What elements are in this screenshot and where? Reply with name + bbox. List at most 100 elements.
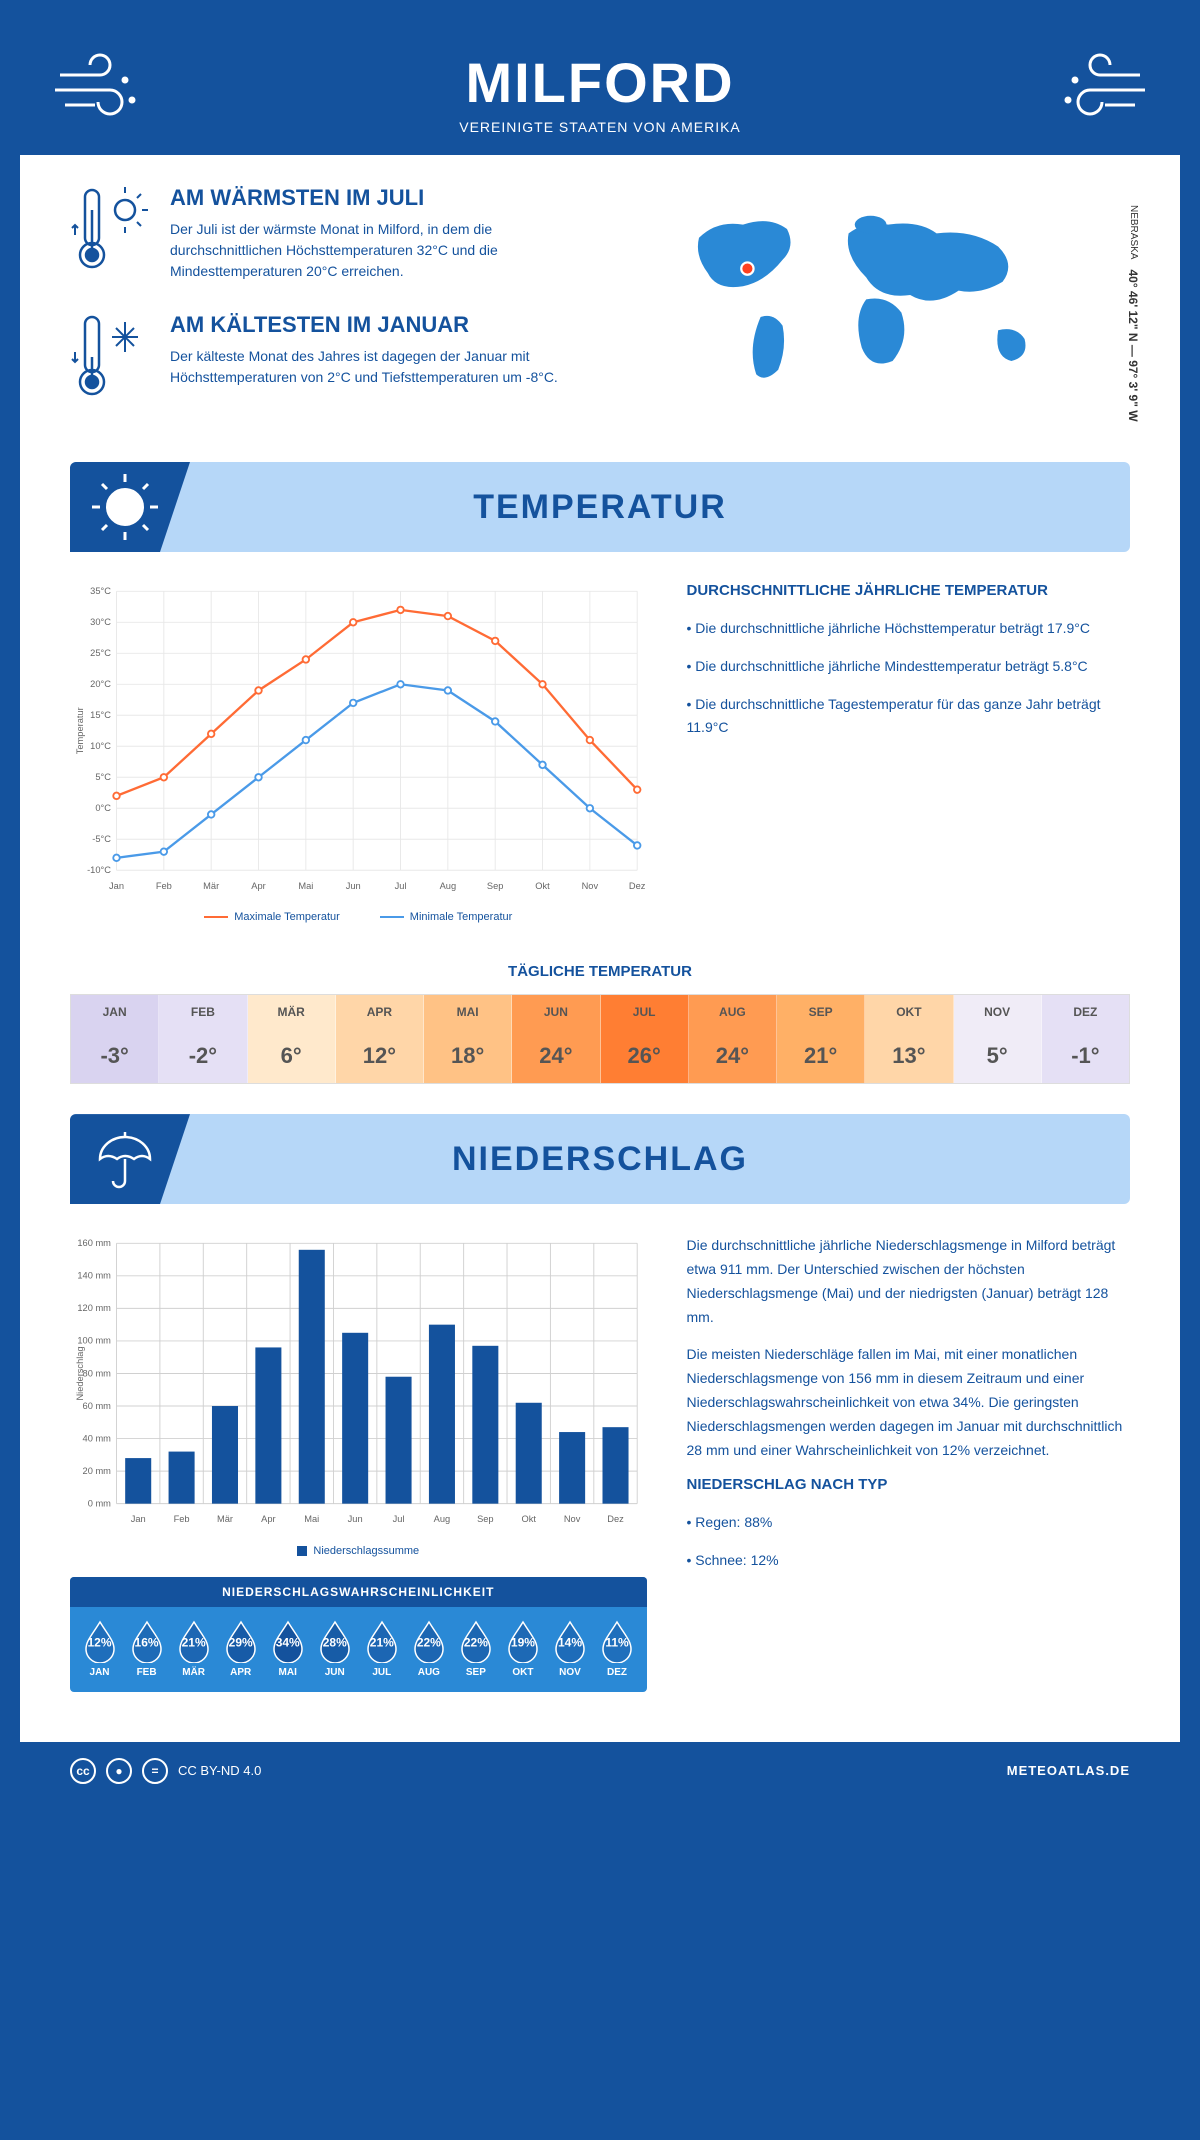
svg-text:Mai: Mai	[304, 1514, 319, 1524]
svg-text:Aug: Aug	[440, 881, 457, 891]
svg-text:Nov: Nov	[582, 881, 599, 891]
svg-text:Feb: Feb	[174, 1514, 190, 1524]
wind-icon	[50, 50, 150, 130]
svg-text:Apr: Apr	[261, 1514, 275, 1524]
temp-bullet: • Die durchschnittliche jährliche Mindes…	[687, 655, 1130, 679]
precip-probability-panel: NIEDERSCHLAGSWAHRSCHEINLICHKEIT 12%JAN16…	[70, 1577, 647, 1692]
precip-prob-drop: 22%AUG	[407, 1619, 450, 1678]
svg-text:20°C: 20°C	[90, 679, 111, 689]
svg-text:40 mm: 40 mm	[83, 1433, 112, 1443]
daily-cell: JAN-3°	[71, 995, 159, 1083]
temperature-line-chart: -10°C-5°C0°C5°C10°C15°C20°C25°C30°C35°CJ…	[70, 582, 647, 898]
svg-text:Jun: Jun	[348, 1514, 363, 1524]
svg-text:120 mm: 120 mm	[77, 1303, 111, 1313]
daily-temp-title: TÄGLICHE TEMPERATUR	[20, 963, 1180, 980]
svg-text:140 mm: 140 mm	[77, 1271, 111, 1281]
temperature-section-header: TEMPERATUR	[70, 462, 1130, 552]
daily-cell: FEB-2°	[159, 995, 247, 1083]
precip-paragraph: Die durchschnittliche jährliche Niedersc…	[687, 1234, 1130, 1329]
warmest-fact: AM WÄRMSTEN IM JULI Der Juli ist der wär…	[70, 185, 580, 282]
precipitation-section-header: NIEDERSCHLAG	[70, 1114, 1130, 1204]
coordinates: NEBRASKA 40° 46' 12" N — 97° 3' 9" W	[1126, 205, 1140, 422]
sun-icon	[90, 472, 160, 542]
svg-text:80 mm: 80 mm	[83, 1368, 112, 1378]
svg-text:10°C: 10°C	[90, 741, 111, 751]
thermometer-hot-icon	[70, 185, 150, 275]
svg-text:Jan: Jan	[131, 1514, 146, 1524]
svg-text:Okt: Okt	[535, 881, 550, 891]
precip-prob-drop: 28%JUN	[313, 1619, 356, 1678]
temp-chart-legend: Maximale Temperatur Minimale Temperatur	[70, 911, 647, 923]
city-title: MILFORD	[40, 50, 1160, 115]
svg-text:15°C: 15°C	[90, 710, 111, 720]
svg-text:60 mm: 60 mm	[83, 1401, 112, 1411]
precip-prob-drop: 21%MÄR	[172, 1619, 215, 1678]
thermometer-cold-icon	[70, 312, 150, 402]
precip-prob-drop: 16%FEB	[125, 1619, 168, 1678]
nd-icon: =	[142, 1758, 168, 1784]
daily-cell: SEP21°	[777, 995, 865, 1083]
warmest-title: AM WÄRMSTEN IM JULI	[170, 185, 580, 211]
precip-prob-drop: 22%SEP	[454, 1619, 497, 1678]
svg-text:100 mm: 100 mm	[77, 1336, 111, 1346]
svg-text:Feb: Feb	[156, 881, 172, 891]
precip-paragraph: Die meisten Niederschläge fallen im Mai,…	[687, 1343, 1130, 1462]
coldest-text: Der kälteste Monat des Jahres ist dagege…	[170, 346, 580, 388]
svg-text:Aug: Aug	[434, 1514, 451, 1524]
precip-type: • Regen: 88%	[687, 1511, 1130, 1535]
svg-text:Jun: Jun	[346, 881, 361, 891]
precip-prob-drop: 19%OKT	[501, 1619, 544, 1678]
precip-prob-drop: 12%JAN	[78, 1619, 121, 1678]
temp-bullet: • Die durchschnittliche Tagestemperatur …	[687, 693, 1130, 741]
svg-text:Mai: Mai	[298, 881, 313, 891]
svg-text:Temperatur: Temperatur	[75, 707, 85, 754]
precip-type-heading: NIEDERSCHLAG NACH TYP	[687, 1476, 1130, 1493]
daily-cell: DEZ-1°	[1042, 995, 1129, 1083]
svg-text:Jan: Jan	[109, 881, 124, 891]
umbrella-icon	[90, 1124, 160, 1194]
site-name: METEOATLAS.DE	[1007, 1763, 1130, 1778]
svg-text:0 mm: 0 mm	[88, 1499, 111, 1509]
svg-text:Dez: Dez	[607, 1514, 624, 1524]
warmest-text: Der Juli ist der wärmste Monat in Milfor…	[170, 219, 580, 282]
svg-text:Jul: Jul	[393, 1514, 405, 1524]
temp-bullet: • Die durchschnittliche jährliche Höchst…	[687, 617, 1130, 641]
daily-cell: AUG24°	[689, 995, 777, 1083]
wind-icon	[1050, 50, 1150, 130]
svg-text:Dez: Dez	[629, 881, 646, 891]
precip-prob-drop: 34%MAI	[266, 1619, 309, 1678]
daily-cell: OKT13°	[865, 995, 953, 1083]
precipitation-bar-chart: 0 mm 20 mm 40 mm 60 mm 80 mm 100 mm 120 mm 140 …	[70, 1234, 647, 1532]
svg-text:-5°C: -5°C	[92, 834, 111, 844]
svg-text:Sep: Sep	[477, 1514, 494, 1524]
coldest-fact: AM KÄLTESTEN IM JANUAR Der kälteste Mona…	[70, 312, 580, 402]
country-subtitle: VEREINIGTE STAATEN VON AMERIKA	[40, 119, 1160, 135]
world-map	[620, 185, 1130, 405]
daily-cell: MÄR6°	[248, 995, 336, 1083]
svg-text:160 mm: 160 mm	[77, 1238, 111, 1248]
svg-text:25°C: 25°C	[90, 648, 111, 658]
daily-cell: JUL26°	[601, 995, 689, 1083]
svg-text:0°C: 0°C	[95, 803, 111, 813]
precip-prob-drop: 11%DEZ	[596, 1619, 639, 1678]
svg-text:35°C: 35°C	[90, 586, 111, 596]
svg-text:20 mm: 20 mm	[83, 1466, 112, 1476]
daily-cell: JUN24°	[512, 995, 600, 1083]
precip-prob-drop: 29%APR	[219, 1619, 262, 1678]
svg-text:Jul: Jul	[395, 881, 407, 891]
daily-temp-grid: JAN-3°FEB-2°MÄR6°APR12°MAI18°JUN24°JUL26…	[70, 994, 1130, 1084]
svg-text:-10°C: -10°C	[87, 865, 111, 875]
daily-cell: APR12°	[336, 995, 424, 1083]
svg-text:30°C: 30°C	[90, 617, 111, 627]
svg-text:Niederschlag: Niederschlag	[75, 1347, 85, 1401]
svg-text:Okt: Okt	[522, 1514, 537, 1524]
by-icon: ●	[106, 1758, 132, 1784]
cc-icon: cc	[70, 1758, 96, 1784]
header: MILFORD VEREINIGTE STAATEN VON AMERIKA	[20, 20, 1180, 155]
svg-text:Mär: Mär	[217, 1514, 233, 1524]
svg-text:Mär: Mär	[203, 881, 219, 891]
footer: cc ● = CC BY-ND 4.0 METEOATLAS.DE	[20, 1742, 1180, 1800]
svg-text:Sep: Sep	[487, 881, 504, 891]
svg-text:Nov: Nov	[564, 1514, 581, 1524]
precip-prob-drop: 14%NOV	[548, 1619, 591, 1678]
